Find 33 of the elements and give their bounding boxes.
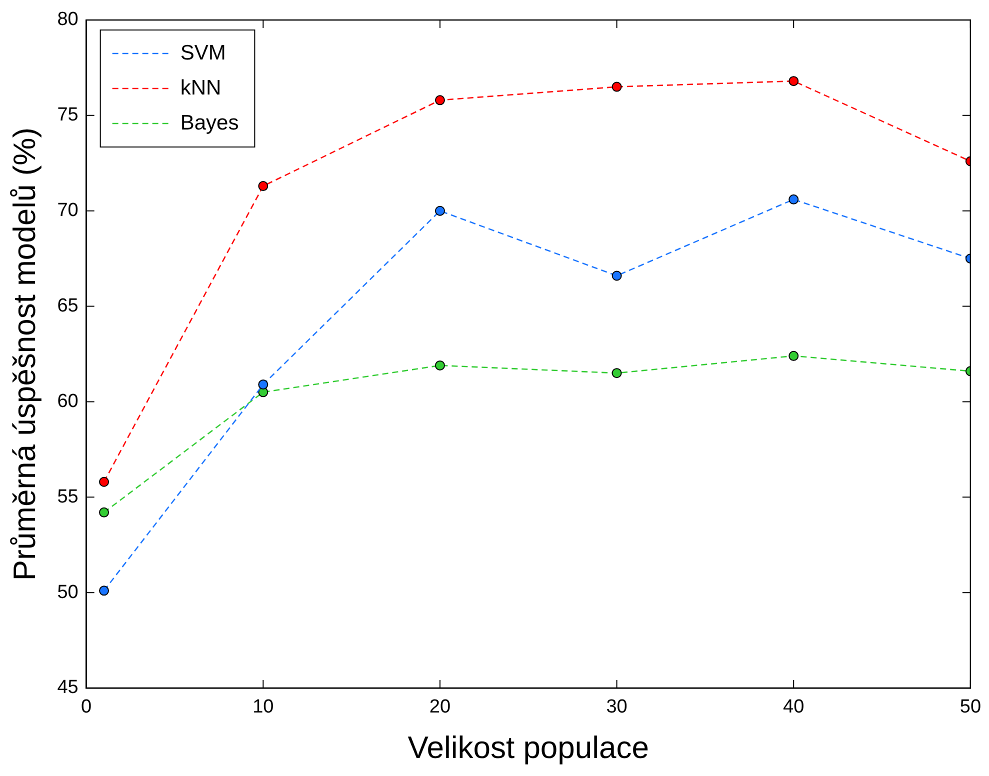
point	[434, 360, 445, 370]
point	[434, 95, 445, 106]
y-tick-label: 60	[57, 390, 78, 412]
point	[258, 380, 268, 390]
x-tick-label: 40	[783, 696, 804, 718]
x-tick-label: 20	[429, 696, 451, 718]
x-tick-label: 30	[606, 696, 628, 718]
point	[788, 350, 799, 361]
point	[434, 206, 445, 216]
y-axis-title: Průměrná úspěšnost modelů (%)	[7, 127, 42, 581]
y-tick-label: 45	[57, 677, 78, 698]
x-axis-title: Velikost populace	[408, 730, 650, 765]
legend-label: SVM	[180, 41, 226, 64]
point	[612, 82, 622, 92]
legend-label: Bayes	[180, 111, 239, 134]
point	[99, 586, 110, 596]
y-tick-label: 55	[57, 486, 78, 508]
x-tick-label: 10	[252, 696, 274, 718]
point	[788, 76, 799, 86]
y-tick-label: 70	[57, 200, 78, 222]
point	[258, 181, 268, 192]
point	[99, 507, 110, 518]
x-tick-label: 50	[960, 696, 982, 718]
y-tick-label: 65	[57, 296, 78, 317]
legend-label: kNN	[180, 76, 222, 100]
x-tick-label: 0	[81, 696, 92, 718]
y-tick-label: 50	[57, 582, 78, 603]
y-tick-label: 80	[57, 9, 78, 30]
point	[612, 368, 622, 378]
y-tick-label: 75	[57, 104, 78, 126]
point	[612, 270, 622, 281]
point	[788, 194, 799, 204]
point	[99, 476, 110, 487]
